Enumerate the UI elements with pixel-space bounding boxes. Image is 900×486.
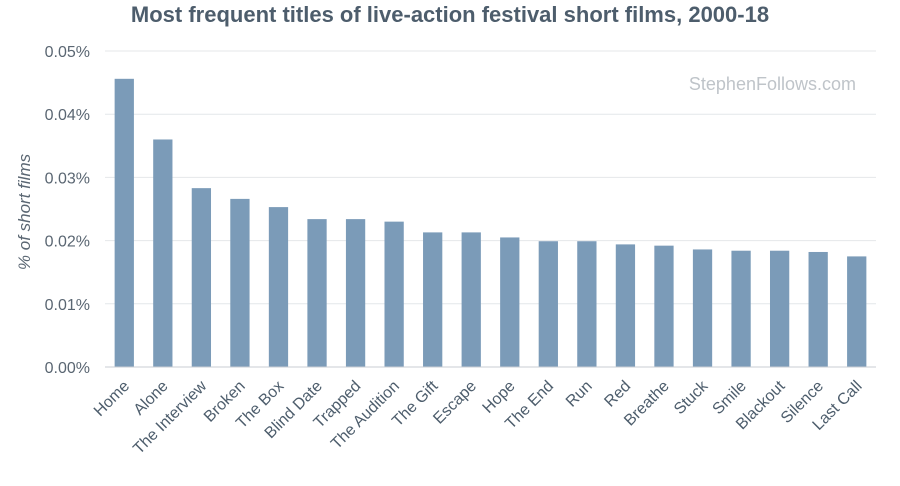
bar	[268, 207, 289, 367]
y-tick-label: 0.04%	[45, 107, 90, 124]
y-axis-ticks: 0.00% 0.01% 0.02% 0.03% 0.04% 0.05%	[45, 44, 90, 377]
bar	[615, 244, 636, 367]
x-tick-label: Home	[91, 378, 133, 420]
x-tick-label: Run	[563, 378, 596, 411]
y-tick-label: 0.03%	[45, 170, 90, 187]
y-tick-label: 0.00%	[45, 360, 90, 377]
x-tick-label: Stuck	[671, 377, 712, 418]
bar	[654, 245, 674, 367]
y-axis-label: % of short films	[15, 153, 34, 270]
chart-title: Most frequent titles of live-action fest…	[130, 2, 770, 27]
bar	[461, 232, 481, 367]
bar	[345, 219, 366, 367]
bar	[191, 188, 212, 367]
bar	[384, 221, 404, 367]
bar	[230, 198, 250, 367]
bar	[769, 250, 790, 367]
bars	[114, 78, 867, 368]
y-tick-label: 0.02%	[45, 234, 90, 251]
watermark: StephenFollows.com	[689, 74, 856, 94]
bar	[114, 78, 134, 368]
x-tick-label: Escape	[430, 378, 480, 428]
x-tick-label: Red	[601, 378, 634, 411]
y-tick-label: 0.05%	[45, 44, 90, 61]
bar	[153, 139, 173, 367]
bar	[500, 237, 520, 367]
bar	[847, 256, 867, 367]
y-tick-label: 0.01%	[45, 297, 90, 314]
bar	[538, 241, 558, 367]
bar	[307, 219, 327, 367]
bar	[808, 251, 828, 367]
bar	[731, 250, 751, 367]
bar	[692, 249, 713, 367]
bar	[577, 241, 597, 367]
bar	[423, 232, 443, 367]
